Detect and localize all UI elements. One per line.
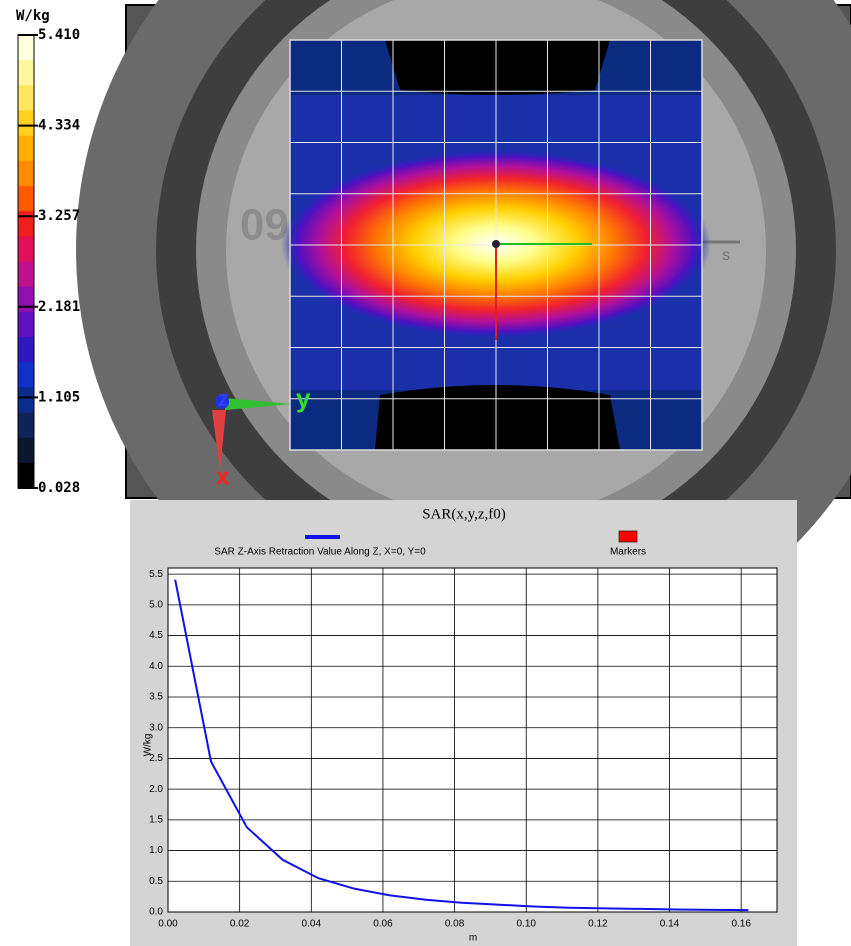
y-tick-label: 3.5	[149, 692, 163, 703]
colorbar-label: 5.410	[38, 27, 80, 43]
phantom-text: s	[722, 247, 730, 264]
colorbar-swatch	[18, 337, 34, 363]
axis-letter: z	[218, 386, 229, 411]
colorbar-swatch	[18, 362, 34, 388]
colorbar-swatch	[18, 135, 34, 162]
x-tick-label: 0.06	[373, 919, 393, 930]
y-tick-label: 1.5	[149, 814, 163, 825]
map-low	[385, 40, 610, 95]
axis-letter: x	[216, 463, 230, 490]
colorbar-swatch	[18, 462, 34, 489]
plot-area	[167, 567, 778, 913]
colorbar-swatch	[18, 412, 34, 439]
x-axis-label: m	[469, 933, 477, 944]
x-tick-label: 0.10	[517, 919, 537, 930]
y-tick-label: 0.0	[149, 907, 163, 918]
x-tick-label: 0.04	[302, 919, 322, 930]
series-line	[174, 579, 749, 912]
colorbar-swatch	[18, 60, 34, 86]
triad-y	[225, 398, 292, 410]
x-tick-label: 0.12	[588, 919, 608, 930]
colorbar-label: 3.257	[38, 208, 80, 224]
triad-z	[215, 395, 229, 409]
colorbar-swatch	[18, 261, 34, 288]
colorbar-label: 4.334	[38, 118, 80, 134]
colorbar-swatch	[18, 311, 34, 338]
x-tick-label: 0.02	[230, 919, 250, 930]
colorbar-unit: W/kg	[16, 8, 50, 24]
y-tick-label: 5.5	[149, 569, 163, 580]
x-tick-label: 0.08	[445, 919, 465, 930]
colorbar-label: 0.028	[38, 480, 80, 496]
legend-label: SAR Z-Axis Retraction Value Along Z, X=0…	[214, 547, 426, 558]
colorbar-swatch	[18, 286, 34, 313]
colorbar-label: 2.181	[38, 299, 80, 315]
map-border	[289, 39, 703, 451]
x-tick-label: 0.16	[731, 919, 751, 930]
probe-point	[492, 240, 500, 248]
chart: SAR(x,y,z,f0) SAR Z-Axis Retraction Valu…	[130, 500, 797, 946]
colorbar-swatch	[18, 437, 34, 464]
colorbar-swatch	[18, 110, 34, 137]
colorbar-label: 1.105	[38, 389, 80, 405]
colorbar-swatch	[18, 85, 34, 111]
colorbar-swatch	[18, 236, 34, 262]
map-low	[375, 385, 620, 450]
y-tick-label: 3.0	[149, 722, 163, 733]
colorbar-swatch	[18, 35, 34, 61]
phantom-text: 09	[240, 201, 289, 250]
y-tick-label: 4.5	[149, 630, 163, 641]
y-tick-label: 2.0	[149, 784, 163, 795]
sar-map	[281, 39, 711, 451]
colorbar-swatch	[18, 387, 34, 413]
legend-label: Markers	[610, 547, 646, 558]
colorbar-swatch	[18, 160, 34, 187]
legend-swatch	[618, 530, 638, 543]
chart-title: SAR(x,y,z,f0)	[422, 506, 506, 522]
colorbar: W/kg 5.410 4.334 3.257 2.181 1.105 0.028	[16, 8, 80, 496]
colorbar-swatch	[18, 186, 34, 212]
y-tick-label: 2.5	[149, 753, 163, 764]
y-tick-label: 1.0	[149, 845, 163, 856]
x-tick-label: 0.14	[660, 919, 680, 930]
triad-x	[212, 410, 226, 470]
x-tick-label: 0.00	[158, 919, 178, 930]
axis-letter: y	[296, 383, 311, 413]
y-tick-label: 4.0	[149, 661, 163, 672]
y-tick-label: 0.5	[149, 876, 163, 887]
y-axis-label: W/kg	[143, 734, 154, 757]
y-tick-label: 5.0	[149, 599, 163, 610]
colorbar-swatch	[18, 211, 34, 237]
